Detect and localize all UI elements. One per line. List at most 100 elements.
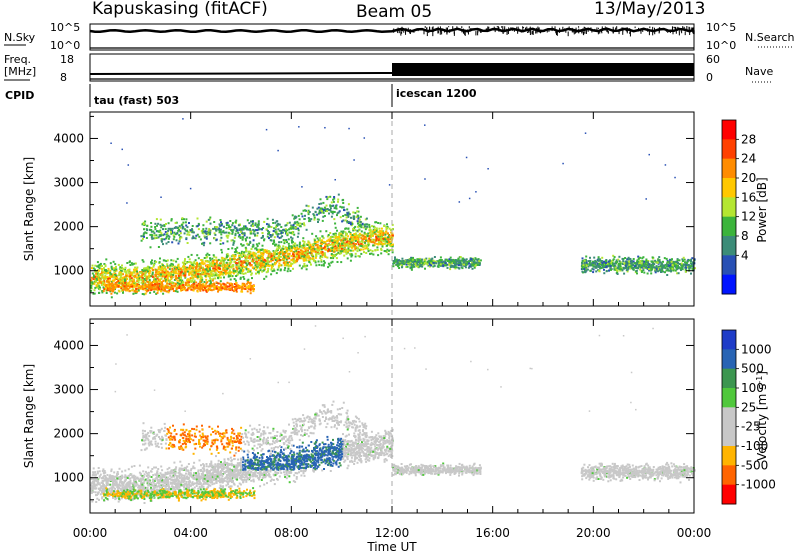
range-cell: [342, 206, 345, 209]
range-cell: [440, 259, 443, 261]
range-cell: [343, 243, 346, 246]
range-cell: [172, 234, 175, 237]
range-cell: [177, 274, 180, 277]
range-cell: [197, 223, 200, 226]
range-cell: [660, 271, 662, 273]
range-cell: [98, 280, 101, 283]
range-cell: [207, 273, 210, 275]
nsearch-dot: [686, 30, 688, 32]
range-cell: [137, 285, 140, 287]
range-cell: [278, 236, 281, 239]
range-cell: [102, 286, 105, 289]
range-cell: [276, 235, 279, 238]
range-cell: [432, 265, 435, 268]
range-cell: [298, 243, 301, 246]
range-cell: [222, 242, 225, 245]
range-cell: [438, 263, 441, 266]
range-cell: [212, 266, 215, 268]
range-cell: [215, 263, 218, 266]
nsearch-dot: [626, 27, 628, 32]
range-cell: [153, 290, 156, 293]
range-cell: [284, 240, 287, 243]
range-cell: [372, 253, 375, 256]
range-cell: [109, 290, 112, 293]
range-cell: [114, 274, 117, 277]
range-cell: [315, 247, 318, 250]
range-cell: [262, 258, 265, 260]
range-cell: [96, 283, 99, 286]
range-cell: [293, 242, 296, 245]
range-cell: [160, 272, 163, 275]
range-cell: [263, 258, 266, 261]
range-cell: [150, 262, 153, 265]
range-cell: [419, 265, 422, 268]
range-cell: [179, 271, 182, 274]
range-cell: [213, 285, 216, 288]
nsearch-dot: [677, 26, 679, 30]
range-cell: [182, 226, 185, 229]
range-cell: [207, 233, 210, 236]
range-cell: [90, 279, 93, 282]
range-cell: [189, 264, 191, 267]
range-cell: [316, 243, 319, 246]
range-cell: [287, 265, 290, 268]
range-cell: [178, 240, 181, 243]
range-cell: [300, 267, 303, 270]
range-cell: [124, 270, 127, 273]
range-cell: [386, 232, 389, 235]
range-cell: [180, 236, 183, 239]
range-cell: [195, 234, 198, 237]
range-cell: [288, 257, 291, 260]
range-cell: [219, 271, 222, 274]
range-cell: [290, 236, 292, 239]
range-cell: [120, 273, 123, 276]
range-cell: [167, 275, 170, 278]
range-cell: [274, 228, 277, 231]
range-cell: [616, 267, 619, 270]
range-cell: [357, 255, 360, 257]
range-cell: [211, 279, 214, 282]
range-cell: [163, 225, 166, 228]
range-cell: [341, 206, 343, 209]
range-cell: [379, 236, 382, 239]
range-cell: [418, 259, 421, 262]
range-cell: [161, 283, 164, 286]
range-cell: [116, 283, 118, 286]
range-cell: [157, 272, 159, 275]
nsearch-dot: [448, 26, 450, 28]
range-cell: [113, 286, 116, 289]
range-cell: [131, 285, 134, 288]
range-cell: [297, 229, 300, 232]
range-cell: [219, 276, 222, 279]
nsearch-dot: [493, 26, 495, 30]
range-cell: [330, 211, 333, 213]
range-cell: [352, 249, 355, 252]
range-cell: [142, 288, 145, 291]
range-cell: [198, 262, 201, 265]
nsearch-dot: [477, 31, 479, 36]
range-cell: [415, 264, 417, 267]
range-cell: [190, 253, 193, 256]
range-cell: [205, 265, 208, 268]
range-cell: [103, 263, 106, 265]
range-cell: [407, 261, 410, 264]
range-cell: [218, 223, 221, 226]
range-cell: [432, 261, 435, 264]
range-cell: [615, 259, 618, 262]
range-cell: [261, 266, 264, 269]
range-cell: [94, 270, 97, 273]
range-cell: [94, 286, 97, 289]
range-cell: [193, 271, 196, 274]
range-cell: [206, 232, 208, 235]
range-cell: [322, 263, 325, 266]
range-cell: [239, 277, 242, 280]
range-cell: [302, 259, 305, 262]
range-cell: [304, 258, 307, 261]
range-cell: [140, 278, 143, 281]
range-cell: [112, 260, 115, 263]
range-cell: [349, 238, 351, 241]
range-cell: [250, 272, 253, 275]
range-cell: [339, 250, 342, 253]
range-cell: [207, 285, 210, 288]
nsearch-dot: [596, 30, 598, 32]
